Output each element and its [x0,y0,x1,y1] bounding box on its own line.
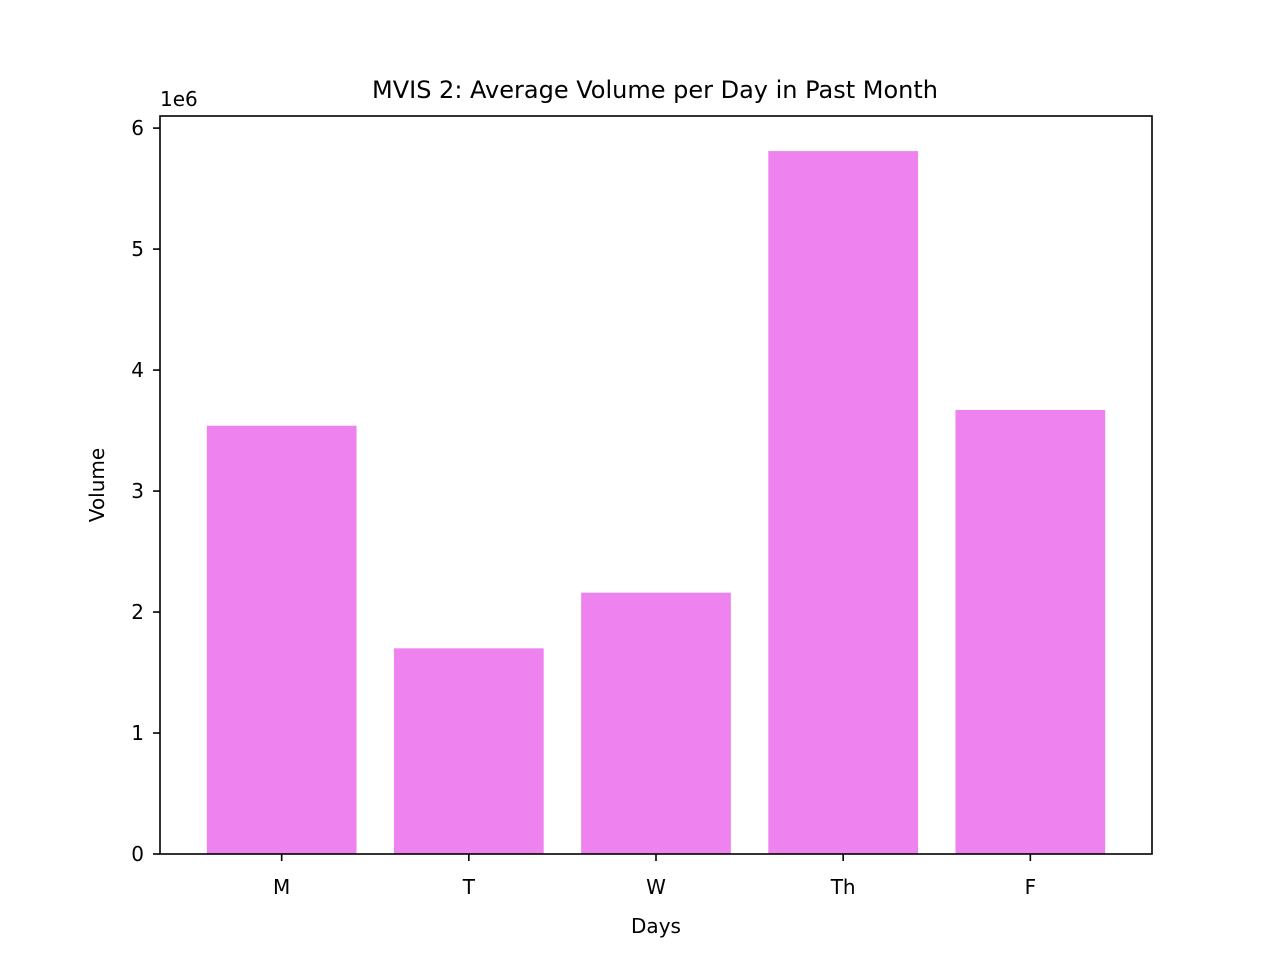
x-axis-label: Days [631,914,681,938]
bar-w [581,592,731,854]
bars-group [206,151,1106,854]
bar-th [768,151,919,854]
y-tick-label: 2 [131,600,144,624]
y-tick-label: 6 [131,116,144,140]
bar-m [206,425,357,854]
y-tick-label: 0 [131,842,144,866]
x-tick-label: W [646,875,666,899]
y-tick-label: 5 [131,237,144,261]
x-tick-label: T [462,875,476,899]
x-tick-label: F [1025,875,1037,899]
y-axis-label: Volume [85,448,109,522]
bar-t [393,648,544,854]
bar-f [955,409,1106,854]
x-axis-ticks: M T W Th F [273,854,1036,899]
y-tick-label: 3 [131,479,144,503]
y-axis-offset-label: 1e6 [160,87,198,111]
x-tick-label: Th [830,875,856,899]
y-axis-ticks: 0 1 2 3 4 5 6 [131,116,160,866]
chart-title: MVIS 2: Average Volume per Day in Past M… [372,76,938,104]
y-tick-label: 4 [131,358,144,382]
y-tick-label: 1 [131,721,144,745]
x-tick-label: M [273,875,290,899]
plot-frame [159,115,1153,855]
